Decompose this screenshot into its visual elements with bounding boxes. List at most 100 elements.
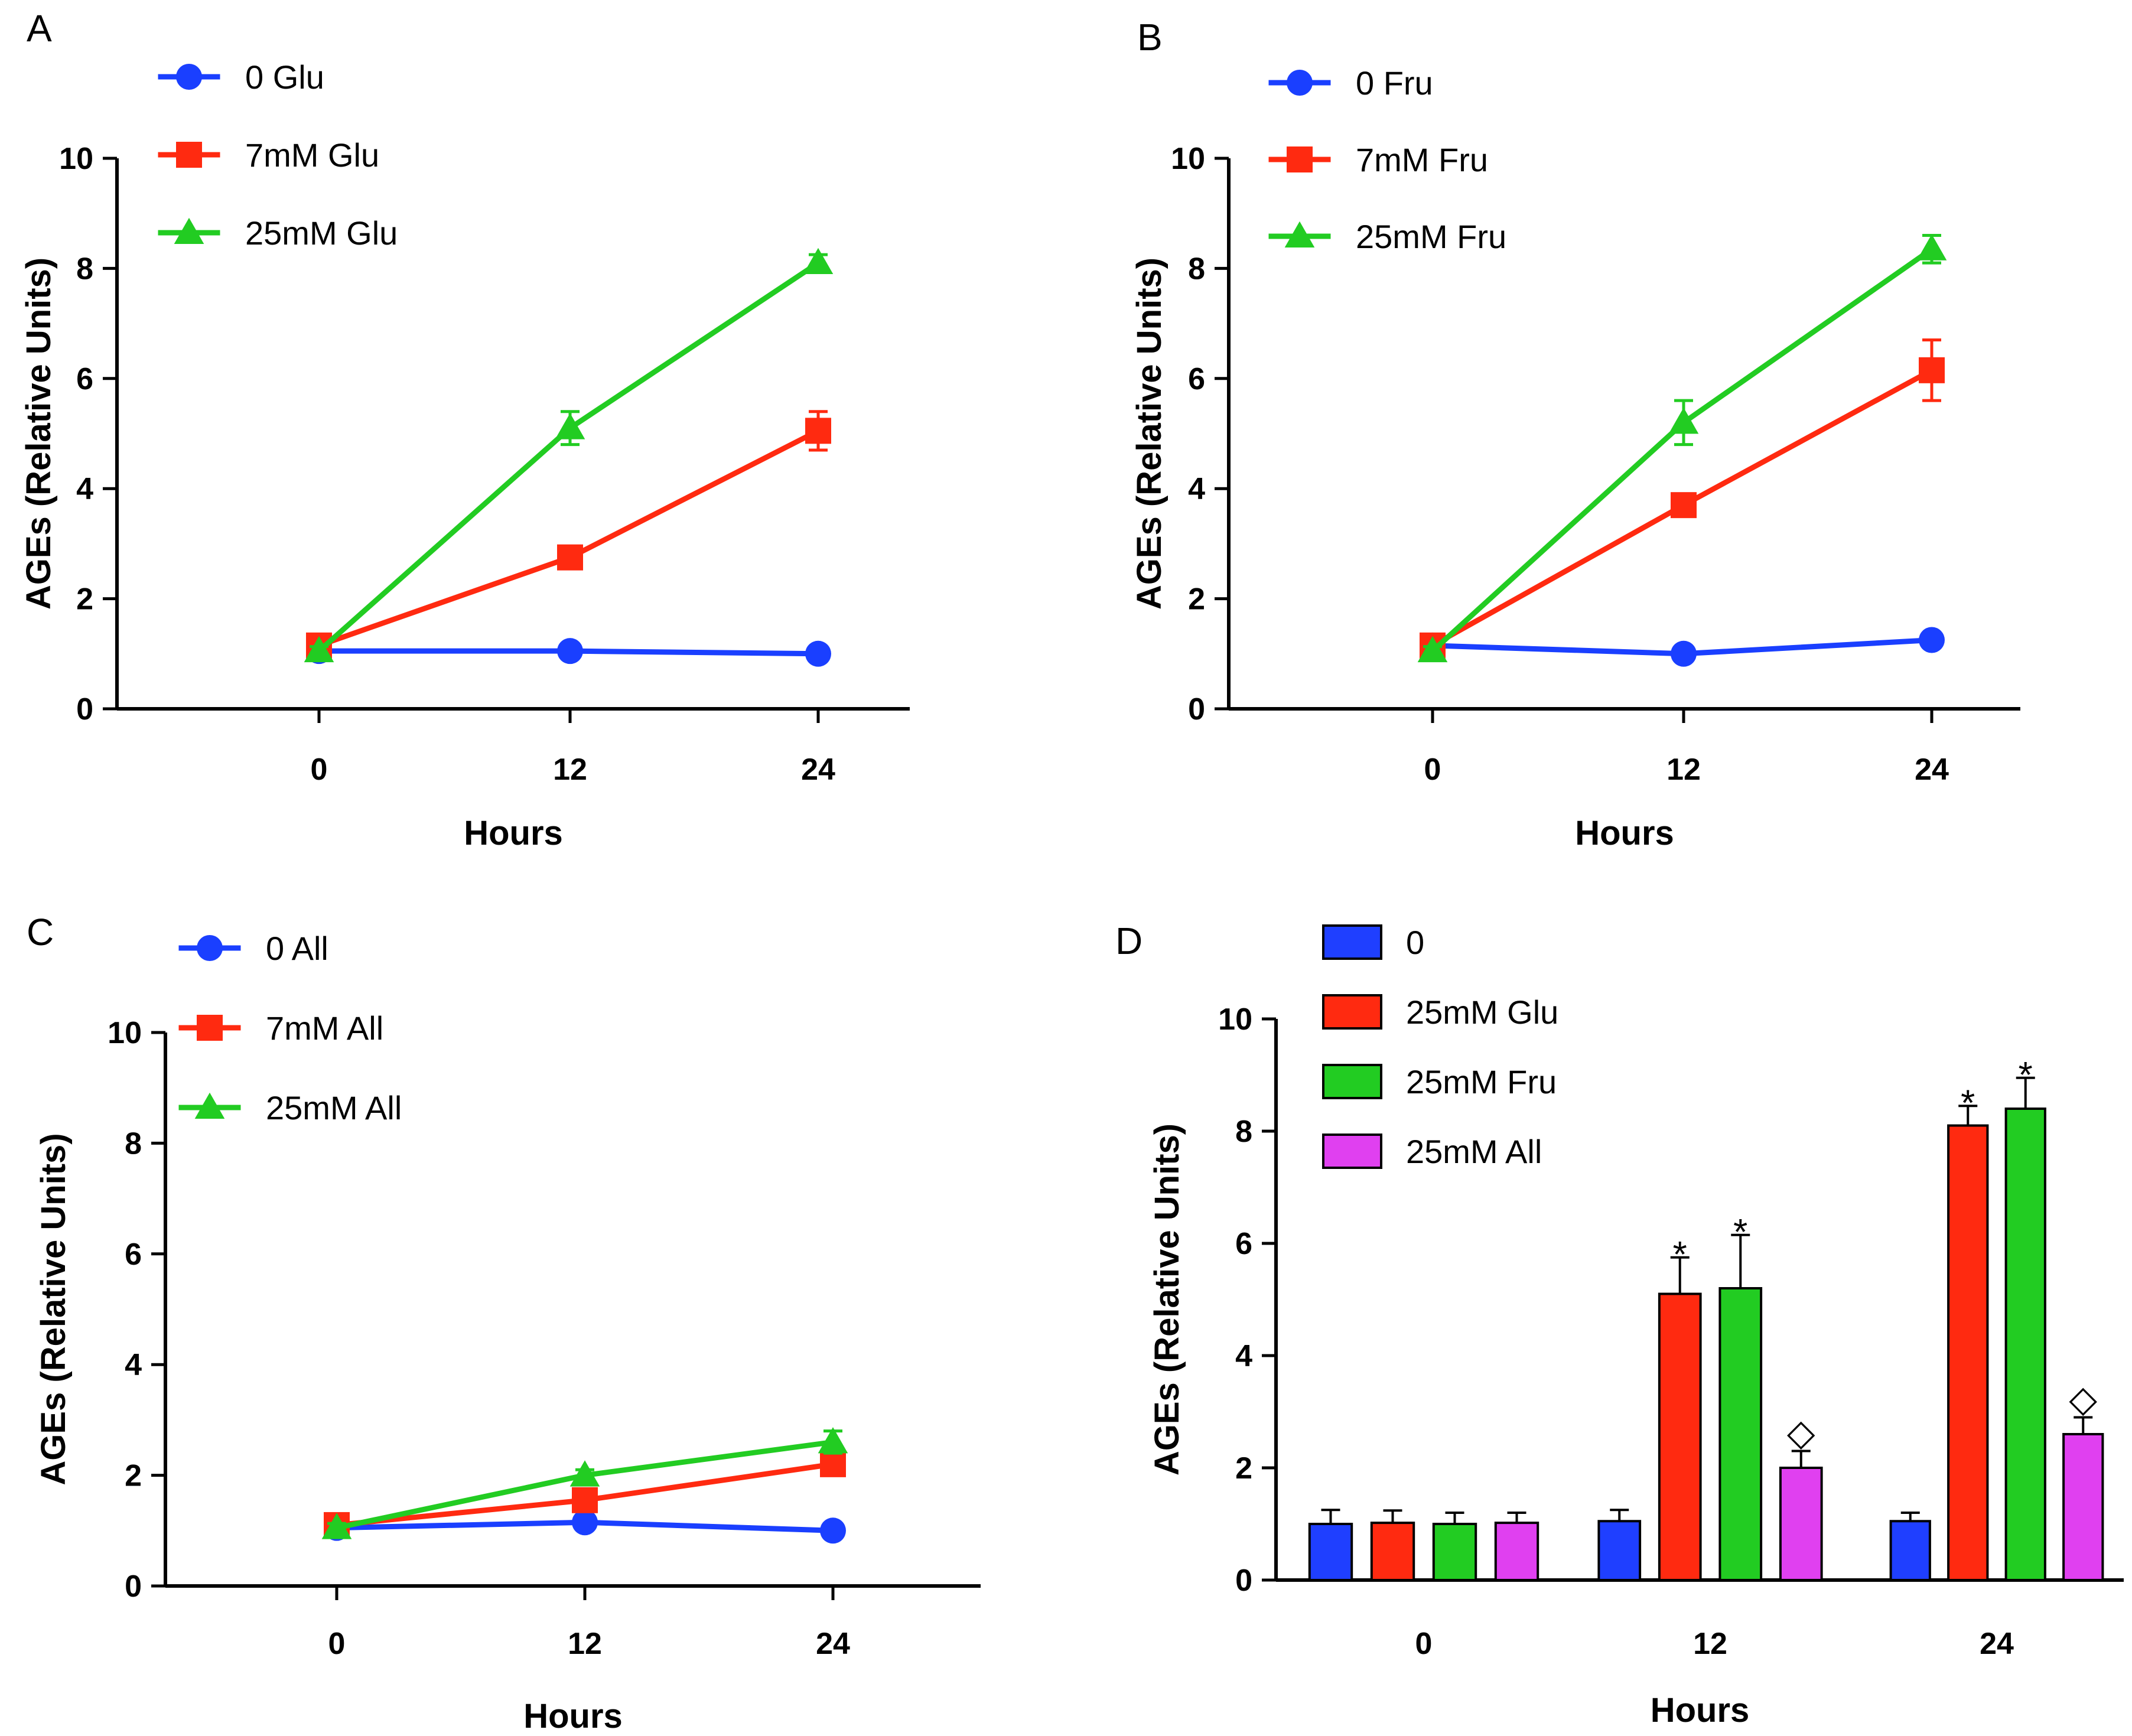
- x-tick-label: 12: [1666, 753, 1701, 787]
- y-tick-label: 10: [1171, 142, 1205, 176]
- y-tick-label: 0: [1188, 692, 1205, 727]
- x-tick-label: 12: [568, 1627, 602, 1661]
- legend-swatch: [1322, 1064, 1382, 1099]
- legend-marker: [1284, 221, 1315, 247]
- data-point: [321, 1513, 352, 1539]
- bar: [1718, 1287, 1763, 1581]
- bar: [1370, 1522, 1415, 1582]
- x-axis-title: Hours: [1575, 814, 1674, 852]
- y-tick-label: 2: [125, 1459, 142, 1493]
- bar: [1597, 1520, 1642, 1581]
- significance-mark: *: [2019, 1055, 2033, 1096]
- x-tick-label: 12: [1693, 1627, 1727, 1661]
- series-0: [1420, 627, 1945, 667]
- y-tick-label: 0: [76, 692, 93, 727]
- legend-marker: [1287, 146, 1313, 172]
- bar: [2062, 1433, 2104, 1581]
- legend-marker: [197, 935, 223, 961]
- data-point: [1671, 640, 1697, 667]
- data-point: [555, 413, 585, 439]
- series-2: [1417, 233, 1947, 663]
- y-tick-label: 6: [76, 362, 93, 396]
- legend-marker: [174, 217, 204, 244]
- bar: [1494, 1522, 1539, 1582]
- x-tick-label: 0: [328, 1627, 346, 1661]
- data-point: [1417, 636, 1448, 663]
- legend-label: 0 Glu: [245, 58, 324, 96]
- series-2: [321, 1427, 848, 1539]
- significance-mark: ◇: [2069, 1379, 2097, 1420]
- y-tick-label: 10: [59, 142, 93, 176]
- series-1: [1420, 338, 1945, 659]
- panel-letter: A: [27, 7, 52, 50]
- legend-label: 25mM Fru: [1356, 218, 1506, 255]
- data-point: [1919, 357, 1945, 383]
- y-axis-title: AGEs (Relative Units): [19, 258, 58, 610]
- y-tick-label: 4: [76, 472, 93, 506]
- bar: [1432, 1523, 1477, 1581]
- data-point: [1919, 627, 1945, 653]
- y-tick-label: 6: [1188, 362, 1205, 396]
- legend-marker: [176, 142, 202, 168]
- legend-label: 25mM All: [1406, 1133, 1542, 1170]
- bar: [2004, 1108, 2046, 1581]
- series-1: [324, 1451, 846, 1538]
- y-tick-label: 8: [76, 252, 93, 286]
- y-tick-label: 6: [125, 1237, 142, 1272]
- data-point: [820, 1517, 846, 1544]
- data-point: [805, 640, 831, 667]
- y-tick-label: 8: [1235, 1115, 1252, 1149]
- legend-label: 25mM Glu: [1406, 994, 1558, 1031]
- data-point: [803, 247, 834, 275]
- y-axis-title: AGEs (Relative Units): [1130, 258, 1168, 610]
- legend-marker: [194, 1092, 225, 1119]
- x-tick-label: 0: [311, 753, 328, 787]
- series-line: [318, 428, 820, 649]
- data-point: [1916, 234, 1947, 260]
- legend-marker: [197, 1015, 223, 1041]
- legend-swatch: [1322, 1134, 1382, 1169]
- y-tick-label: 6: [1235, 1227, 1252, 1261]
- y-axis-title: AGEs (Relative Units): [34, 1133, 73, 1485]
- legend-label: 7mM Fru: [1356, 141, 1488, 178]
- data-point: [557, 638, 583, 665]
- y-tick-label: 4: [125, 1348, 142, 1382]
- significance-mark: *: [1961, 1083, 1975, 1123]
- bar: [1779, 1467, 1823, 1581]
- legend-label: 0 All: [266, 930, 328, 967]
- y-tick-label: 8: [125, 1126, 142, 1161]
- legend-marker: [176, 64, 202, 90]
- y-tick-label: 8: [1188, 252, 1205, 286]
- x-axis-title: Hours: [1651, 1691, 1750, 1730]
- legend-marker: [1287, 70, 1313, 96]
- panel-letter: D: [1115, 920, 1143, 962]
- data-point: [569, 1460, 600, 1487]
- y-tick-label: 2: [1235, 1451, 1252, 1486]
- x-tick-label: 24: [801, 753, 835, 787]
- y-tick-label: 2: [76, 582, 93, 617]
- x-tick-label: 0: [1424, 753, 1441, 787]
- y-axis-title: AGEs (Relative Units): [1148, 1123, 1186, 1476]
- series-0: [306, 638, 831, 667]
- legend-swatch: [1322, 924, 1382, 960]
- series-line: [317, 260, 820, 653]
- data-point: [572, 1487, 598, 1513]
- legend-label: 0: [1406, 924, 1424, 961]
- significance-mark: *: [1733, 1212, 1747, 1253]
- legend-swatch: [1322, 994, 1382, 1030]
- x-tick-label: 24: [1980, 1627, 2014, 1661]
- data-point: [557, 544, 583, 571]
- legend-label: 25mM Glu: [245, 214, 398, 252]
- series-2: [304, 247, 834, 663]
- data-point: [1671, 492, 1697, 519]
- x-tick-label: 0: [1415, 1627, 1433, 1661]
- data-point: [572, 1509, 598, 1536]
- legend-label: 0 Fru: [1356, 64, 1433, 102]
- series-1: [306, 410, 831, 659]
- y-tick-label: 10: [108, 1016, 142, 1050]
- y-tick-label: 0: [125, 1569, 142, 1604]
